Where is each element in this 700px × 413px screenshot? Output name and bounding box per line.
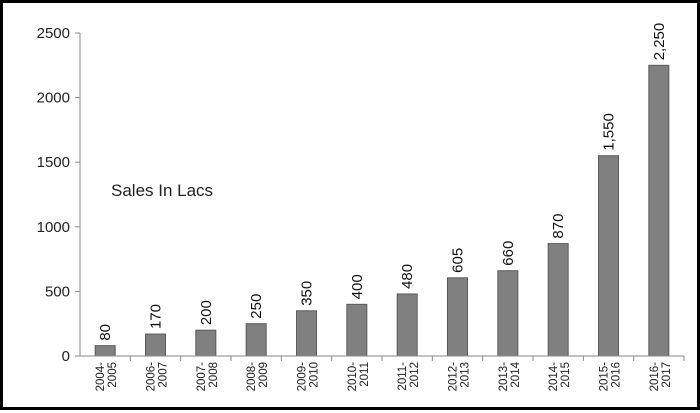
x-tick-label: 2009 (258, 362, 270, 388)
data-label: 400 (349, 274, 366, 299)
bar (447, 277, 468, 357)
x-tick-label: 2008- (246, 362, 258, 392)
x-tick-label: 2012 (409, 362, 421, 388)
data-label: 80 (97, 324, 114, 341)
y-tick-label: 2000 (37, 90, 70, 107)
bar (598, 155, 619, 357)
bar (547, 243, 569, 357)
x-tick-label: 2012- (448, 362, 460, 392)
bar-chart: Sales In Lacs 0 500 1000 1500 2000 2500 80 170… (37, 23, 685, 392)
bar (648, 64, 670, 357)
x-tick-label: 2011- (397, 362, 409, 391)
x-tick-label: 2006- (146, 362, 158, 392)
x-tick-label: 2005 (107, 362, 119, 388)
y-tick-label: 500 (45, 283, 70, 300)
data-label: 170 (148, 304, 165, 329)
x-tick-label: 2013 (460, 362, 472, 388)
data-label: 250 (248, 294, 265, 319)
y-tick-label: 0 (62, 348, 70, 365)
x-tick-label: 2015 (560, 362, 572, 388)
data-label: 660 (500, 241, 517, 266)
x-axis-tick-labels: 2004- 2005 2006- 2007 2007- 2008 2008- 2009 2009… (95, 356, 685, 392)
x-tick-label: 2008 (208, 362, 220, 388)
x-tick-label: 2013- (498, 362, 510, 392)
x-tick-label: 2004- (95, 362, 107, 392)
x-tick-label: 2015- (599, 362, 611, 392)
data-label: 1,550 (601, 113, 618, 151)
x-tick-label: 2017 (661, 362, 673, 388)
x-tick-label: 2007 (158, 362, 170, 388)
bar (497, 270, 519, 357)
bar (195, 329, 217, 357)
data-label: 200 (198, 300, 215, 325)
x-tick-label: 2014- (548, 362, 560, 392)
data-label: 350 (299, 281, 316, 306)
x-tick-label: 2010- (347, 362, 359, 392)
x-tick-label: 2014 (510, 361, 522, 387)
bar (145, 333, 166, 357)
y-axis-tick-labels: 0 500 1000 1500 2000 2500 (37, 25, 80, 365)
data-label: 605 (450, 248, 467, 273)
x-tick-label: 2009- (297, 362, 309, 392)
x-tick-label: 2016 (611, 362, 623, 388)
x-tick-label: 2007- (196, 362, 208, 392)
x-tick-label: 2016- (649, 362, 661, 392)
y-tick-label: 2500 (37, 25, 70, 42)
bar (296, 310, 317, 357)
bar (396, 293, 418, 357)
y-tick-label: 1500 (37, 154, 70, 171)
data-label: 2,250 (651, 23, 668, 61)
x-tick-label: 2011 (359, 362, 371, 387)
bar (94, 345, 116, 357)
data-label: 870 (550, 214, 567, 239)
bar (245, 323, 267, 357)
bar (346, 303, 368, 357)
data-labels: 80 170 200 250 350 400 480 605 660 870 1,550 2,250 (97, 23, 668, 341)
data-label: 480 (399, 264, 416, 289)
chart-annotation: Sales In Lacs (111, 181, 213, 200)
y-tick-label: 1000 (37, 219, 70, 236)
bars (94, 64, 670, 357)
x-tick-label: 2010 (309, 362, 321, 388)
